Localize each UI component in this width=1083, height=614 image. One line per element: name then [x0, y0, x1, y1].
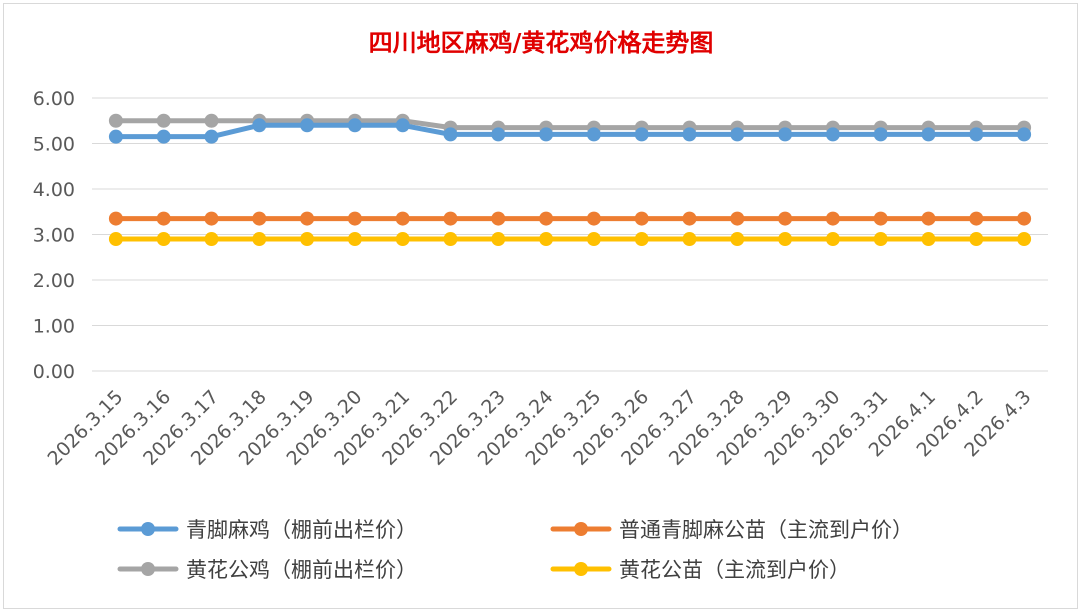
data-point	[491, 211, 506, 226]
data-point	[682, 127, 697, 142]
legend-label: 黄花公苗（主流到户价）	[619, 558, 850, 582]
data-point	[108, 129, 123, 144]
data-point	[778, 211, 793, 226]
data-point	[252, 232, 267, 247]
legend-item: 黄花公鸡（棚前出栏价）	[117, 558, 417, 582]
data-point	[682, 211, 697, 226]
data-point	[921, 211, 936, 226]
series-line	[113, 118, 1027, 131]
series-line	[113, 122, 1027, 140]
data-point	[204, 232, 219, 247]
y-tick-label: 2.00	[33, 270, 75, 292]
data-point	[443, 127, 458, 142]
data-point	[825, 211, 840, 226]
legend-item: 青脚麻鸡（棚前出栏价）	[117, 518, 417, 542]
data-point	[586, 127, 601, 142]
data-point	[108, 211, 123, 226]
y-axis-ticks: 0.00 1.00 2.00 3.00 4.00 5.00 6.00	[33, 88, 75, 383]
data-point	[921, 232, 936, 247]
data-point	[347, 232, 362, 247]
data-point	[252, 211, 267, 226]
legend-item: 黄花公苗（主流到户价）	[550, 558, 850, 582]
y-tick-label: 5.00	[33, 134, 75, 156]
data-point	[491, 127, 506, 142]
series-1	[108, 211, 1032, 226]
data-point	[825, 232, 840, 247]
data-point	[347, 211, 362, 226]
data-point	[204, 129, 219, 144]
data-point	[634, 211, 649, 226]
data-point	[156, 129, 171, 144]
y-tick-label: 6.00	[33, 88, 75, 110]
data-point	[347, 118, 362, 133]
legend-label: 青脚麻鸡（棚前出栏价）	[186, 518, 417, 542]
data-point	[539, 127, 554, 142]
data-point	[873, 127, 888, 142]
legend-label: 普通青脚麻公苗（主流到户价）	[619, 518, 913, 542]
data-point	[300, 211, 315, 226]
chart-frame	[3, 3, 1078, 609]
legend-swatch-marker	[141, 562, 155, 576]
series-layer	[108, 113, 1032, 247]
data-point	[443, 232, 458, 247]
data-point	[156, 113, 171, 128]
data-point	[682, 232, 697, 247]
y-tick-label: 3.00	[33, 225, 75, 247]
data-point	[730, 211, 745, 226]
data-point	[778, 127, 793, 142]
data-point	[873, 211, 888, 226]
data-point	[491, 232, 506, 247]
legend-swatch-marker	[574, 562, 588, 576]
data-point	[395, 118, 410, 133]
data-point	[156, 211, 171, 226]
data-point	[969, 127, 984, 142]
series-0	[108, 118, 1032, 144]
data-point	[204, 113, 219, 128]
data-point	[300, 118, 315, 133]
data-point	[825, 127, 840, 142]
data-point	[395, 211, 410, 226]
data-point	[539, 232, 554, 247]
data-point	[969, 211, 984, 226]
series-2	[108, 113, 1032, 135]
data-point	[300, 232, 315, 247]
data-point	[1017, 211, 1032, 226]
data-point	[108, 232, 123, 247]
grid-lines	[92, 97, 1048, 372]
data-point	[1017, 127, 1032, 142]
data-point	[108, 113, 123, 128]
y-tick-label: 1.00	[33, 316, 75, 338]
legend-swatch-marker	[141, 522, 155, 536]
legend-swatch-marker	[574, 522, 588, 536]
legend-label: 黄花公鸡（棚前出栏价）	[186, 558, 417, 582]
data-point	[443, 211, 458, 226]
x-axis-ticks: 2026.3.152026.3.162026.3.172026.3.182026…	[43, 386, 1035, 470]
data-point	[730, 127, 745, 142]
y-tick-label: 4.00	[33, 179, 75, 201]
data-point	[921, 127, 936, 142]
data-point	[539, 211, 554, 226]
legend: 青脚麻鸡（棚前出栏价） 普通青脚麻公苗（主流到户价） 黄花公鸡（棚前出栏价） 黄花公苗…	[117, 518, 913, 582]
chart-title: 四川地区麻鸡/黄花鸡价格走势图	[369, 28, 714, 57]
data-point	[156, 232, 171, 247]
data-point	[778, 232, 793, 247]
legend-item: 普通青脚麻公苗（主流到户价）	[550, 518, 913, 542]
data-point	[730, 232, 745, 247]
y-tick-label: 0.00	[33, 361, 75, 383]
series-3	[108, 232, 1032, 247]
data-point	[586, 232, 601, 247]
data-point	[204, 211, 219, 226]
data-point	[252, 118, 267, 133]
data-point	[395, 232, 410, 247]
data-point	[1017, 232, 1032, 247]
data-point	[586, 211, 601, 226]
data-point	[969, 232, 984, 247]
data-point	[873, 232, 888, 247]
data-point	[634, 232, 649, 247]
data-point	[634, 127, 649, 142]
